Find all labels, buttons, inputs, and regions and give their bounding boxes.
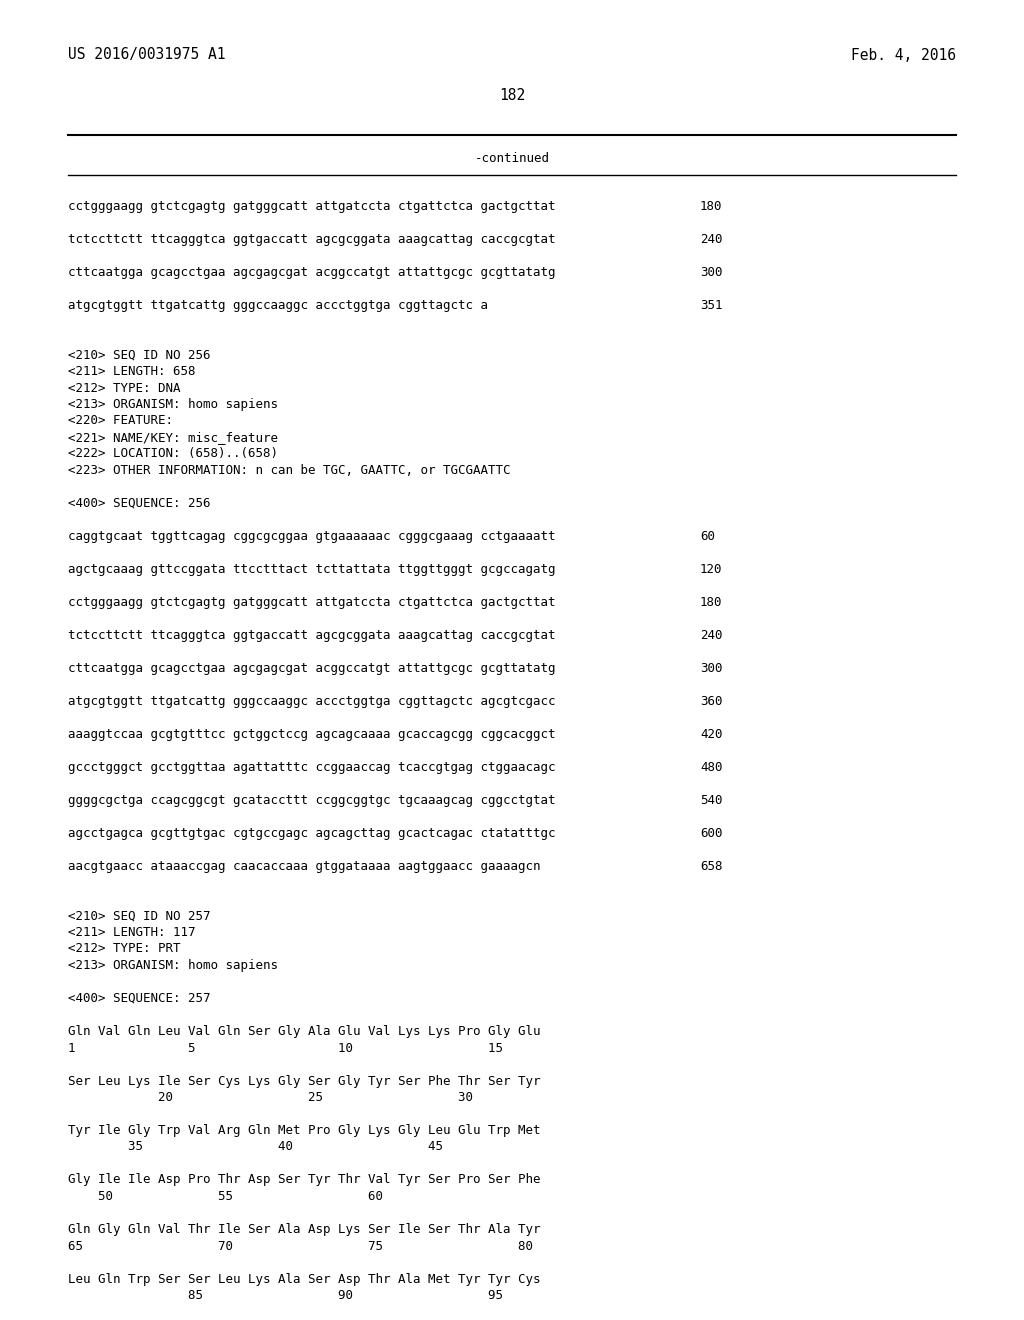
Text: Ser Leu Lys Ile Ser Cys Lys Gly Ser Gly Tyr Ser Phe Thr Ser Tyr: Ser Leu Lys Ile Ser Cys Lys Gly Ser Gly …: [68, 1074, 541, 1088]
Text: US 2016/0031975 A1: US 2016/0031975 A1: [68, 48, 225, 62]
Text: ggggcgctga ccagcggcgt gcataccttt ccggcggtgc tgcaaagcag cggcctgtat: ggggcgctga ccagcggcgt gcataccttt ccggcgg…: [68, 795, 555, 807]
Text: 360: 360: [700, 696, 723, 708]
Text: 480: 480: [700, 762, 723, 774]
Text: 50              55                  60: 50 55 60: [68, 1191, 383, 1203]
Text: Feb. 4, 2016: Feb. 4, 2016: [851, 48, 956, 62]
Text: 182: 182: [499, 87, 525, 103]
Text: 65                  70                  75                  80: 65 70 75 80: [68, 1239, 534, 1253]
Text: 420: 420: [700, 729, 723, 741]
Text: <210> SEQ ID NO 256: <210> SEQ ID NO 256: [68, 348, 211, 362]
Text: 300: 300: [700, 267, 723, 279]
Text: <223> OTHER INFORMATION: n can be TGC, GAATTC, or TGCGAATTC: <223> OTHER INFORMATION: n can be TGC, G…: [68, 465, 511, 477]
Text: Gly Ile Ile Asp Pro Thr Asp Ser Tyr Thr Val Tyr Ser Pro Ser Phe: Gly Ile Ile Asp Pro Thr Asp Ser Tyr Thr …: [68, 1173, 541, 1187]
Text: 658: 658: [700, 861, 723, 873]
Text: atgcgtggtt ttgatcattg gggccaaggc accctggtga cggttagctc agcgtcgacc: atgcgtggtt ttgatcattg gggccaaggc accctgg…: [68, 696, 555, 708]
Text: <400> SEQUENCE: 256: <400> SEQUENCE: 256: [68, 498, 211, 510]
Text: 240: 240: [700, 234, 723, 246]
Text: 240: 240: [700, 630, 723, 642]
Text: 300: 300: [700, 663, 723, 675]
Text: 20                  25                  30: 20 25 30: [68, 1092, 473, 1104]
Text: tctccttctt ttcagggtca ggtgaccatt agcgcggata aaagcattag caccgcgtat: tctccttctt ttcagggtca ggtgaccatt agcgcgg…: [68, 234, 555, 246]
Text: <213> ORGANISM: homo sapiens: <213> ORGANISM: homo sapiens: [68, 399, 278, 411]
Text: <213> ORGANISM: homo sapiens: <213> ORGANISM: homo sapiens: [68, 960, 278, 972]
Text: 35                  40                  45: 35 40 45: [68, 1140, 443, 1154]
Text: cctgggaagg gtctcgagtg gatgggcatt attgatccta ctgattctca gactgcttat: cctgggaagg gtctcgagtg gatgggcatt attgatc…: [68, 597, 555, 609]
Text: cttcaatgga gcagcctgaa agcgagcgat acggccatgt attattgcgc gcgttatatg: cttcaatgga gcagcctgaa agcgagcgat acggcca…: [68, 267, 555, 279]
Text: Gln Gly Gln Val Thr Ile Ser Ala Asp Lys Ser Ile Ser Thr Ala Tyr: Gln Gly Gln Val Thr Ile Ser Ala Asp Lys …: [68, 1224, 541, 1236]
Text: Tyr Ile Gly Trp Val Arg Gln Met Pro Gly Lys Gly Leu Glu Trp Met: Tyr Ile Gly Trp Val Arg Gln Met Pro Gly …: [68, 1125, 541, 1137]
Text: <210> SEQ ID NO 257: <210> SEQ ID NO 257: [68, 909, 211, 923]
Text: -continued: -continued: [474, 152, 550, 165]
Text: Gln Val Gln Leu Val Gln Ser Gly Ala Glu Val Lys Lys Pro Gly Glu: Gln Val Gln Leu Val Gln Ser Gly Ala Glu …: [68, 1026, 541, 1038]
Text: agctgcaaag gttccggata ttcctttact tcttattata ttggttgggt gcgccagatg: agctgcaaag gttccggata ttcctttact tcttatt…: [68, 564, 555, 576]
Text: 85                  90                  95: 85 90 95: [68, 1290, 503, 1302]
Text: aaaggtccaa gcgtgtttcc gctggctccg agcagcaaaa gcaccagcgg cggcacggct: aaaggtccaa gcgtgtttcc gctggctccg agcagca…: [68, 729, 555, 741]
Text: <220> FEATURE:: <220> FEATURE:: [68, 414, 173, 428]
Text: 180: 180: [700, 597, 723, 609]
Text: <211> LENGTH: 117: <211> LENGTH: 117: [68, 927, 196, 939]
Text: Leu Gln Trp Ser Ser Leu Lys Ala Ser Asp Thr Ala Met Tyr Tyr Cys: Leu Gln Trp Ser Ser Leu Lys Ala Ser Asp …: [68, 1272, 541, 1286]
Text: <222> LOCATION: (658)..(658): <222> LOCATION: (658)..(658): [68, 447, 278, 461]
Text: tctccttctt ttcagggtca ggtgaccatt agcgcggata aaagcattag caccgcgtat: tctccttctt ttcagggtca ggtgaccatt agcgcgg…: [68, 630, 555, 642]
Text: aacgtgaacc ataaaccgag caacaccaaa gtggataaaa aagtggaacc gaaaagcn: aacgtgaacc ataaaccgag caacaccaaa gtggata…: [68, 861, 541, 873]
Text: 600: 600: [700, 828, 723, 840]
Text: 351: 351: [700, 300, 723, 312]
Text: <212> TYPE: PRT: <212> TYPE: PRT: [68, 942, 180, 956]
Text: caggtgcaat tggttcagag cggcgcggaa gtgaaaaaac cgggcgaaag cctgaaaatt: caggtgcaat tggttcagag cggcgcggaa gtgaaaa…: [68, 531, 555, 543]
Text: 120: 120: [700, 564, 723, 576]
Text: <211> LENGTH: 658: <211> LENGTH: 658: [68, 366, 196, 378]
Text: gccctgggct gcctggttaa agattatttc ccggaaccag tcaccgtgag ctggaacagc: gccctgggct gcctggttaa agattatttc ccggaac…: [68, 762, 555, 774]
Text: <212> TYPE: DNA: <212> TYPE: DNA: [68, 381, 180, 395]
Text: 60: 60: [700, 531, 715, 543]
Text: 540: 540: [700, 795, 723, 807]
Text: cctgggaagg gtctcgagtg gatgggcatt attgatccta ctgattctca gactgcttat: cctgggaagg gtctcgagtg gatgggcatt attgatc…: [68, 201, 555, 213]
Text: agcctgagca gcgttgtgac cgtgccgagc agcagcttag gcactcagac ctatatttgc: agcctgagca gcgttgtgac cgtgccgagc agcagct…: [68, 828, 555, 840]
Text: atgcgtggtt ttgatcattg gggccaaggc accctggtga cggttagctc a: atgcgtggtt ttgatcattg gggccaaggc accctgg…: [68, 300, 488, 312]
Text: <221> NAME/KEY: misc_feature: <221> NAME/KEY: misc_feature: [68, 432, 278, 444]
Text: cttcaatgga gcagcctgaa agcgagcgat acggccatgt attattgcgc gcgttatatg: cttcaatgga gcagcctgaa agcgagcgat acggcca…: [68, 663, 555, 675]
Text: 1               5                   10                  15: 1 5 10 15: [68, 1041, 503, 1055]
Text: 180: 180: [700, 201, 723, 213]
Text: <400> SEQUENCE: 257: <400> SEQUENCE: 257: [68, 993, 211, 1005]
